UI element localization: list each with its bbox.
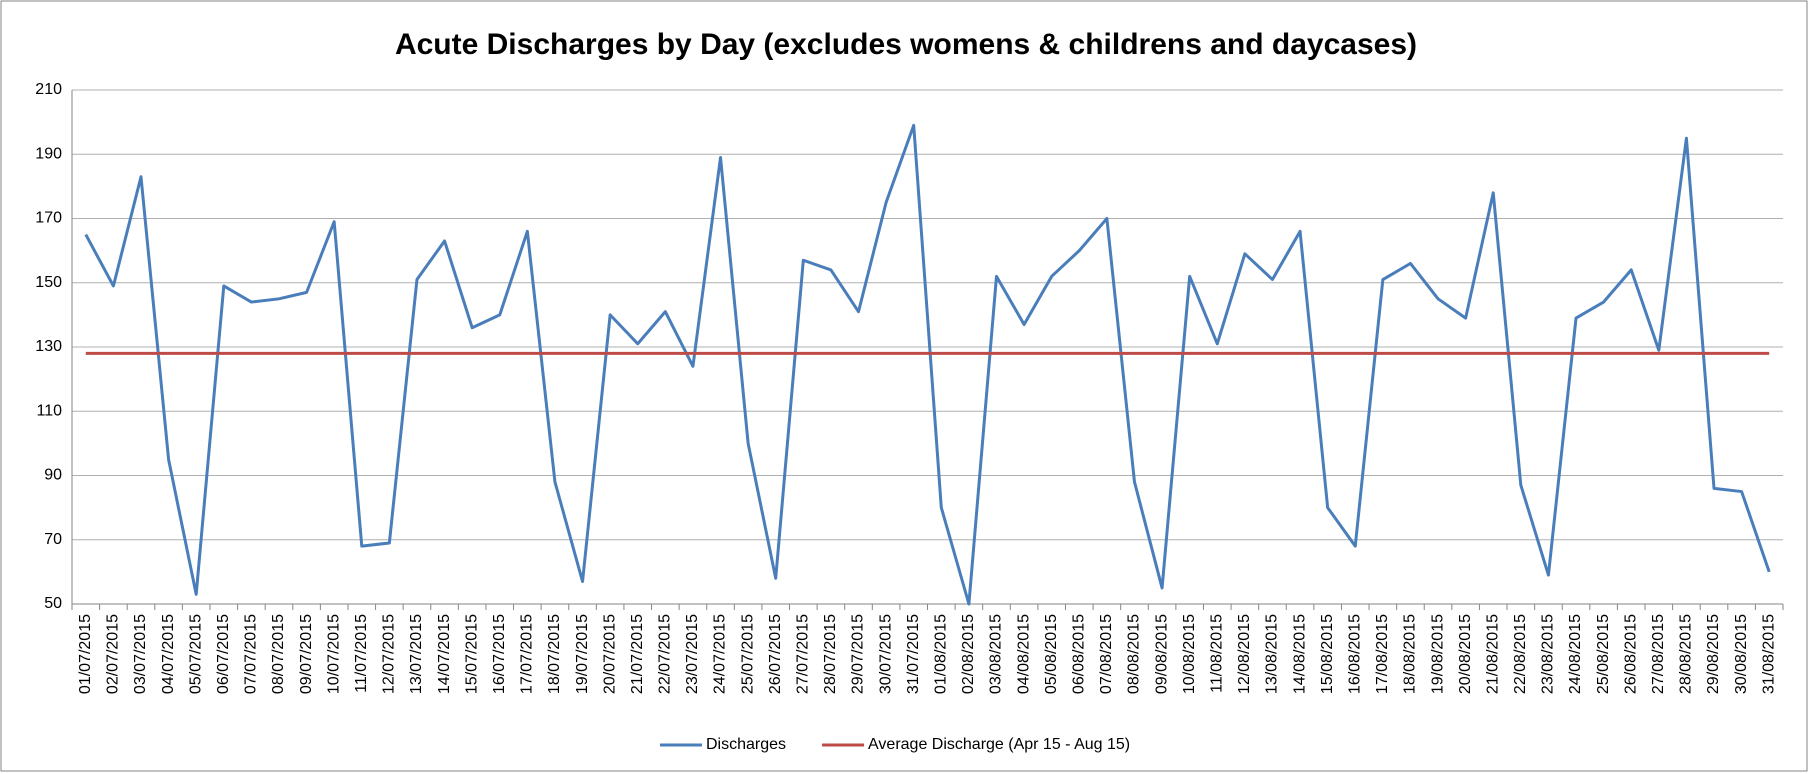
x-tick-label: 04/07/2015	[160, 614, 177, 694]
y-tick-label: 210	[35, 81, 62, 98]
x-tick-label: 10/07/2015	[325, 614, 342, 694]
x-tick-label: 13/07/2015	[408, 614, 425, 694]
x-tick-label: 27/08/2015	[1650, 614, 1667, 694]
x-tick-label: 22/07/2015	[657, 614, 674, 694]
y-tick-label: 190	[35, 145, 62, 162]
x-tick-label: 26/07/2015	[767, 614, 784, 694]
x-tick-label: 27/07/2015	[795, 614, 812, 694]
x-tick-label: 14/07/2015	[436, 614, 453, 694]
x-tick-label: 24/08/2015	[1567, 614, 1584, 694]
x-tick-label: 28/07/2015	[822, 614, 839, 694]
y-tick-label: 130	[35, 338, 62, 355]
x-tick-label: 11/08/2015	[1208, 614, 1225, 693]
x-tick-label: 07/08/2015	[1098, 614, 1115, 694]
x-tick-label: 19/08/2015	[1429, 614, 1446, 694]
x-tick-label: 06/07/2015	[215, 614, 232, 694]
x-tick-label: 14/08/2015	[1291, 614, 1308, 694]
x-tick-label: 30/07/2015	[877, 614, 894, 694]
x-tick-label: 24/07/2015	[712, 614, 729, 694]
x-tick-label: 25/07/2015	[739, 614, 756, 694]
x-tick-label: 15/08/2015	[1319, 614, 1336, 694]
x-tick-label: 13/08/2015	[1264, 614, 1281, 694]
y-tick-label: 150	[35, 274, 62, 291]
x-tick-label: 23/07/2015	[684, 614, 701, 694]
x-tick-label: 31/08/2015	[1760, 614, 1777, 694]
y-tick-label: 110	[36, 402, 62, 419]
series-line	[84, 123, 1771, 606]
x-tick-label: 08/08/2015	[1126, 614, 1143, 694]
x-tick-label: 23/08/2015	[1540, 614, 1557, 694]
x-tick-label: 20/07/2015	[601, 614, 618, 694]
x-tick-label: 01/07/2015	[77, 614, 94, 694]
x-tick-label: 29/07/2015	[850, 614, 867, 694]
x-tick-label: 05/07/2015	[187, 614, 204, 694]
x-tick-label: 18/07/2015	[546, 614, 563, 694]
x-tick-label: 12/07/2015	[381, 614, 398, 694]
x-tick-label: 30/08/2015	[1733, 614, 1750, 694]
x-tick-label: 12/08/2015	[1236, 614, 1253, 694]
x-tick-label: 02/07/2015	[105, 614, 122, 694]
x-tick-label: 21/07/2015	[629, 614, 646, 694]
legend-label: Average Discharge (Apr 15 - Aug 15)	[868, 736, 1130, 753]
x-tick-label: 15/07/2015	[463, 614, 480, 694]
x-tick-label: 11/07/2015	[353, 614, 370, 693]
x-tick-label: 17/07/2015	[519, 614, 536, 694]
y-tick-label: 170	[35, 210, 62, 227]
x-tick-label: 06/08/2015	[1071, 614, 1088, 694]
x-tick-label: 18/08/2015	[1402, 614, 1419, 694]
x-tick-label: 29/08/2015	[1705, 614, 1722, 694]
y-tick-label: 70	[44, 531, 62, 548]
y-tick-label: 50	[44, 595, 62, 612]
x-tick-label: 25/08/2015	[1595, 614, 1612, 694]
x-tick-label: 28/08/2015	[1678, 614, 1695, 694]
x-tick-label: 20/08/2015	[1457, 614, 1474, 694]
x-tick-label: 07/07/2015	[243, 614, 260, 694]
x-tick-label: 22/08/2015	[1512, 614, 1529, 694]
x-tick-label: 01/08/2015	[933, 614, 950, 694]
x-tick-label: 31/07/2015	[905, 614, 922, 694]
x-tick-label: 03/08/2015	[988, 614, 1005, 694]
x-tick-label: 03/07/2015	[132, 614, 149, 694]
x-tick-label: 16/08/2015	[1346, 614, 1363, 694]
x-tick-label: 02/08/2015	[960, 614, 977, 694]
x-tick-label: 04/08/2015	[1015, 614, 1032, 694]
x-tick-label: 05/08/2015	[1043, 614, 1060, 694]
x-tick-label: 26/08/2015	[1622, 614, 1639, 694]
chart-title: Acute Discharges by Day (excludes womens…	[395, 28, 1417, 61]
x-tick-label: 16/07/2015	[491, 614, 508, 694]
y-tick-label: 90	[44, 467, 62, 484]
x-tick-label: 17/08/2015	[1374, 614, 1391, 694]
x-tick-label: 09/08/2015	[1153, 614, 1170, 694]
x-tick-label: 21/08/2015	[1484, 614, 1501, 694]
legend-label: Discharges	[706, 736, 786, 753]
x-tick-label: 08/07/2015	[270, 614, 287, 694]
x-tick-label: 19/07/2015	[574, 614, 591, 694]
x-tick-label: 09/07/2015	[298, 614, 315, 694]
x-tick-label: 10/08/2015	[1181, 614, 1198, 694]
